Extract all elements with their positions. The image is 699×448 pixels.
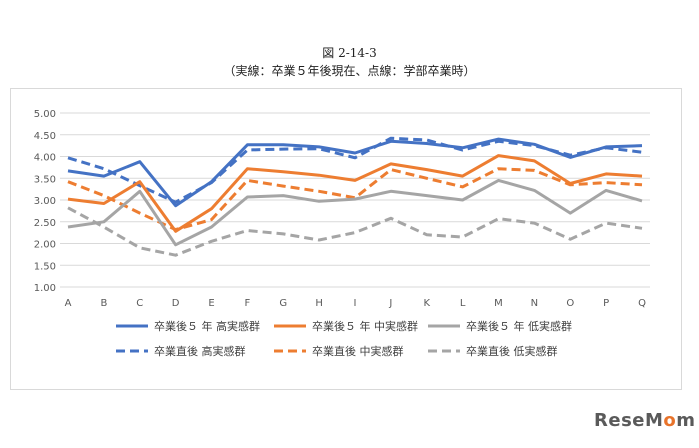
y-tick-label: 1.50 <box>34 261 56 272</box>
x-tick-label: I <box>354 298 357 309</box>
series-lines <box>67 136 643 257</box>
legend-label: 卒業直後 低実感群 <box>466 344 558 358</box>
y-tick-label: 5.00 <box>34 109 56 120</box>
x-tick-label: H <box>315 298 323 309</box>
x-tick-label: Q <box>638 298 646 309</box>
x-tick-label: F <box>244 298 250 309</box>
resemom-logo: ReseMom <box>594 410 696 431</box>
x-tick-label: M <box>494 298 503 309</box>
x-tick-label: O <box>566 298 574 309</box>
series-line-5 <box>67 206 643 257</box>
y-tick-label: 3.00 <box>34 196 56 207</box>
legend-label: 卒業後５ 年 低実感群 <box>466 319 572 333</box>
x-tick-label: K <box>423 298 430 309</box>
figure-subtitle: （実線：卒業５年後現在、点線：学部卒業時） <box>223 64 476 78</box>
legend-label: 卒業後５ 年 高実感群 <box>154 319 260 333</box>
x-tick-label: J <box>388 298 392 309</box>
x-tick-label: D <box>172 298 180 309</box>
figure-title: 図 2-14-3 <box>322 46 377 60</box>
x-tick-label: A <box>65 298 72 309</box>
legend-label: 卒業直後 中実感群 <box>312 344 404 358</box>
y-tick-label: 1.00 <box>34 283 56 294</box>
y-axis-ticks: 1.00 1.50 2.00 2.50 3.00 3.50 4.00 4.50 5.00 <box>34 109 56 294</box>
x-tick-label: C <box>136 298 143 309</box>
series-line-3 <box>67 136 643 204</box>
x-tick-label: B <box>100 298 107 309</box>
x-tick-label: N <box>531 298 538 309</box>
y-tick-label: 2.00 <box>34 240 56 251</box>
series-line-0 <box>67 137 643 208</box>
x-tick-label: E <box>208 298 214 309</box>
y-tick-label: 4.50 <box>34 131 56 142</box>
x-tick-label: G <box>279 298 287 309</box>
x-axis-ticks: A B C D E F G H I J K L M N O P Q <box>65 298 646 309</box>
chart-frame <box>10 88 682 390</box>
series-line-2 <box>67 178 643 247</box>
y-tick-label: 2.50 <box>34 218 56 229</box>
series-line-4 <box>67 167 643 232</box>
legend-label: 卒業直後 高実感群 <box>154 344 246 358</box>
series-line-1 <box>67 154 643 233</box>
x-tick-label: P <box>603 298 609 309</box>
y-tick-label: 4.00 <box>34 153 56 164</box>
legend-label: 卒業後５ 年 中実感群 <box>312 319 418 333</box>
x-tick-label: L <box>460 298 466 309</box>
y-tick-label: 3.50 <box>34 174 56 185</box>
